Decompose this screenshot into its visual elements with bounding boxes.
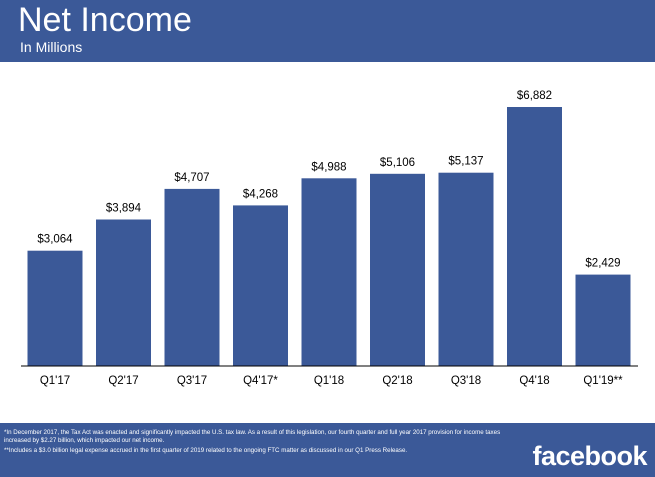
tick-label-0: Q1'17	[40, 375, 70, 387]
tick-label-3: Q4'17*	[243, 375, 278, 387]
bars-group	[27, 107, 631, 366]
header-banner: Net Income In Millions	[0, 0, 655, 62]
bar-1	[96, 219, 151, 366]
tick-label-1: Q2'17	[108, 375, 138, 387]
bar-7	[507, 107, 562, 366]
bar-0	[27, 250, 83, 366]
tick-label-6: Q3'18	[451, 375, 481, 387]
tick-label-5: Q2'18	[382, 375, 412, 387]
value-label-8: $2,429	[585, 258, 620, 270]
value-label-1: $3,894	[106, 203, 142, 215]
bar-5	[370, 173, 425, 366]
value-label-7: $6,882	[517, 90, 552, 102]
footnote-tax-act: *In December 2017, the Tax Act was enact…	[4, 429, 501, 444]
value-label-5: $5,106	[380, 157, 415, 169]
chart-subtitle: In Millions	[20, 39, 83, 55]
value-label-4: $4,988	[311, 161, 346, 173]
value-labels-group: $3,064 $3,894 $4,707 $4,268 $4,988 $5,106 $5,1…	[37, 90, 620, 270]
chart-title: Net Income	[18, 1, 192, 39]
footer-banner: *In December 2017, the Tax Act was enact…	[0, 423, 655, 477]
bar-6	[438, 172, 494, 366]
tick-label-4: Q1'18	[314, 375, 344, 387]
footnote-ftc: **Includes a $3.0 billion legal expense …	[4, 447, 408, 454]
tick-label-2: Q3'17	[177, 375, 207, 387]
bar-4	[301, 178, 357, 366]
bar-2	[164, 188, 220, 366]
tick-label-8: Q1'19**	[583, 375, 623, 387]
tick-label-7: Q4'18	[519, 375, 549, 387]
value-label-3: $4,268	[243, 188, 278, 200]
facebook-logo: facebook	[532, 441, 647, 471]
bar-3	[233, 205, 288, 366]
bar-8	[575, 274, 631, 366]
value-label-2: $4,707	[174, 172, 209, 184]
tick-labels-group: Q1'17 Q2'17 Q3'17 Q4'17* Q1'18 Q2'18 Q3'18 Q4'1…	[40, 375, 623, 387]
value-label-6: $5,137	[448, 156, 483, 168]
value-label-0: $3,064	[37, 234, 73, 246]
